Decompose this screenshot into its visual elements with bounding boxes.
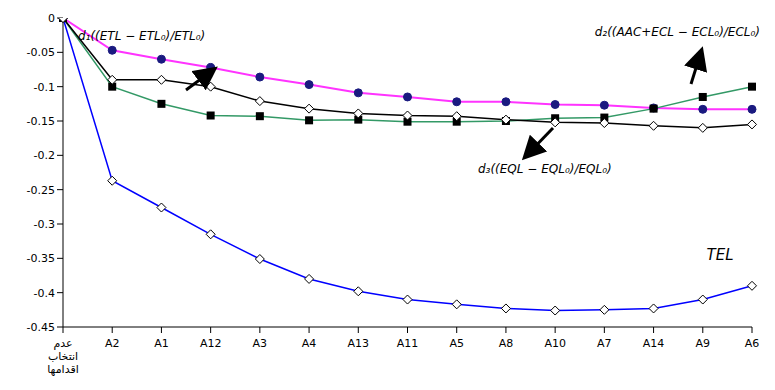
svg-text:-0.2: -0.2: [34, 149, 55, 162]
svg-text:-0.15: -0.15: [27, 115, 55, 128]
svg-text:A11: A11: [397, 337, 419, 350]
svg-text:انتخاب: انتخاب: [48, 350, 78, 363]
svg-text:-0.45: -0.45: [27, 321, 55, 334]
svg-text:-0.3: -0.3: [34, 218, 55, 231]
svg-text:-0.05: -0.05: [27, 46, 55, 59]
svg-text:A4: A4: [302, 337, 317, 350]
svg-text:0: 0: [48, 12, 55, 25]
svg-text:A12: A12: [200, 337, 222, 350]
svg-text:TEL: TEL: [707, 246, 734, 264]
svg-text:-0.4: -0.4: [34, 287, 55, 300]
svg-text:-0.25: -0.25: [27, 184, 55, 197]
svg-text:عدم: عدم: [53, 337, 72, 350]
svg-text:A7: A7: [597, 337, 612, 350]
svg-text:A1: A1: [154, 337, 169, 350]
svg-text:d₂((AAC+ECL − ECL₀)/ECL₀): d₂((AAC+ECL − ECL₀)/ECL₀): [595, 25, 760, 39]
svg-text:A2: A2: [105, 337, 120, 350]
svg-text:A6: A6: [745, 337, 760, 350]
svg-text:A9: A9: [696, 337, 711, 350]
svg-text:-0.1: -0.1: [34, 81, 55, 94]
svg-text:A10: A10: [544, 337, 566, 350]
svg-text:A8: A8: [499, 337, 514, 350]
svg-text:اقدامها: اقدامها: [47, 363, 78, 376]
svg-text:-0.35: -0.35: [27, 252, 55, 265]
svg-text:d₃((EQL − EQL₀)/EQL₀): d₃((EQL − EQL₀)/EQL₀): [478, 162, 612, 176]
svg-text:A13: A13: [348, 337, 370, 350]
svg-text:A5: A5: [449, 337, 464, 350]
svg-text:A14: A14: [643, 337, 665, 350]
svg-text:d₁((ETL − ETL₀)/ETL₀): d₁((ETL − ETL₀)/ETL₀): [78, 29, 205, 43]
svg-text:A3: A3: [253, 337, 268, 350]
